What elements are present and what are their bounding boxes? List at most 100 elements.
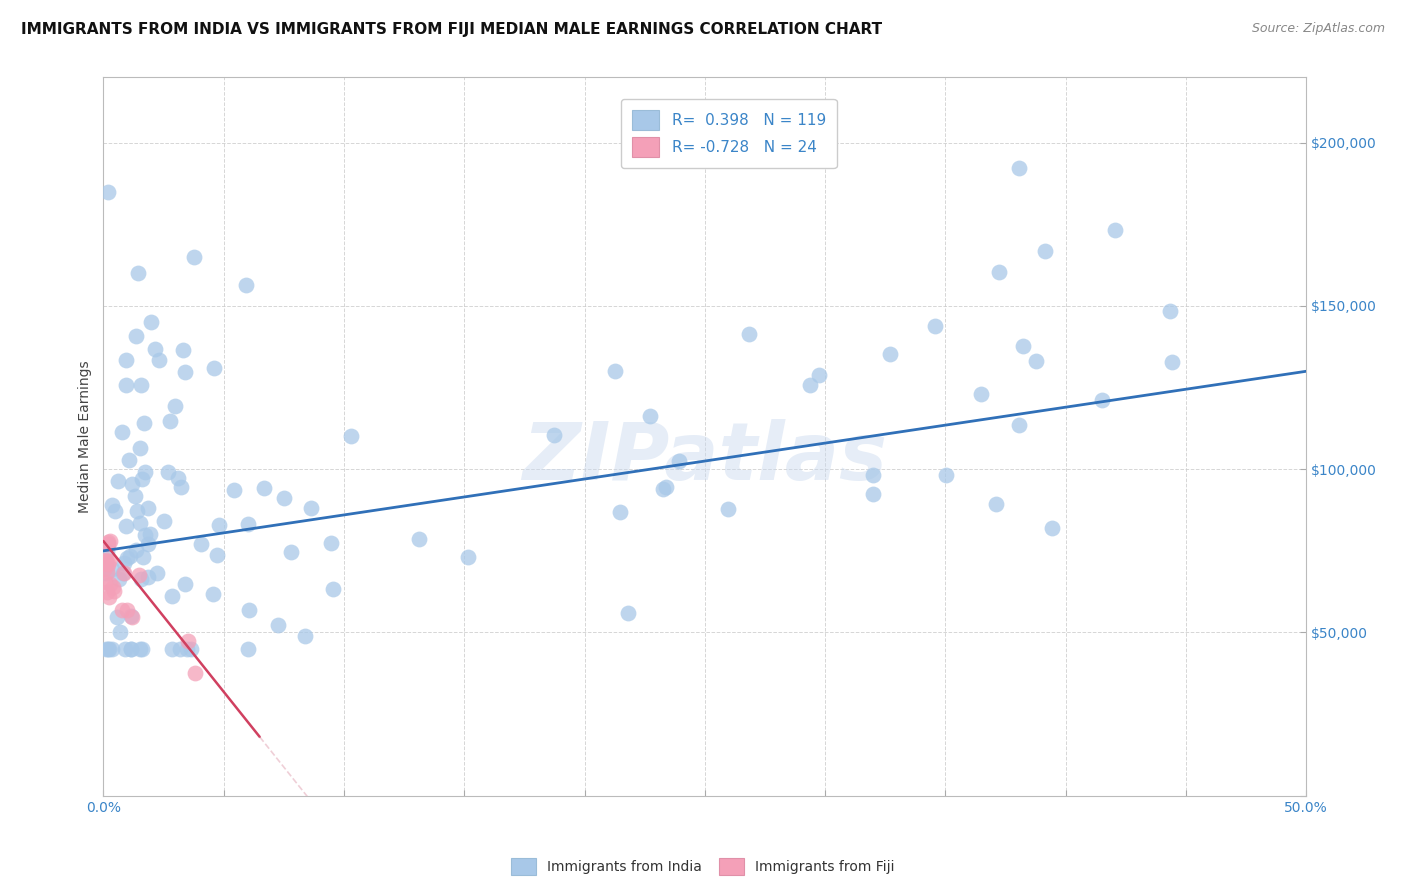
- Point: [879, 347, 901, 361]
- Point: [101, 641, 124, 656]
- Point: [128, 441, 150, 455]
- Point: [163, 399, 186, 413]
- Point: [131, 572, 153, 586]
- Point: [148, 353, 170, 368]
- Point: [862, 468, 884, 483]
- Point: [339, 428, 361, 442]
- Point: [96, 534, 118, 549]
- Point: [173, 576, 195, 591]
- Point: [129, 378, 152, 392]
- Point: [97, 557, 120, 571]
- Point: [183, 250, 205, 264]
- Point: [609, 505, 631, 519]
- Point: [201, 587, 224, 601]
- Point: [1161, 355, 1184, 369]
- Point: [97, 554, 120, 568]
- Point: [120, 641, 142, 656]
- Point: [93, 562, 115, 576]
- Point: [984, 497, 1007, 511]
- Point: [176, 641, 198, 656]
- Point: [114, 353, 136, 368]
- Point: [1025, 354, 1047, 368]
- Point: [96, 585, 118, 599]
- Point: [115, 378, 138, 392]
- Point: [1091, 392, 1114, 407]
- Point: [280, 544, 302, 558]
- Point: [97, 537, 120, 551]
- Point: [617, 607, 640, 621]
- Point: [236, 641, 259, 656]
- Point: [112, 566, 135, 581]
- Point: [118, 453, 141, 467]
- Point: [737, 327, 759, 342]
- Point: [638, 409, 661, 423]
- Point: [132, 416, 155, 430]
- Point: [136, 570, 159, 584]
- Point: [184, 665, 207, 680]
- Point: [862, 487, 884, 501]
- Point: [1042, 521, 1064, 535]
- Point: [121, 477, 143, 491]
- Legend: Immigrants from India, Immigrants from Fiji: Immigrants from India, Immigrants from F…: [506, 853, 900, 880]
- Point: [103, 584, 125, 599]
- Point: [93, 554, 115, 568]
- Point: [124, 543, 146, 558]
- Point: [603, 364, 626, 378]
- Point: [267, 617, 290, 632]
- Point: [98, 534, 121, 549]
- Point: [924, 319, 946, 334]
- Point: [408, 532, 430, 546]
- Point: [153, 515, 176, 529]
- Point: [111, 603, 134, 617]
- Point: [969, 386, 991, 401]
- Point: [202, 361, 225, 376]
- Text: Source: ZipAtlas.com: Source: ZipAtlas.com: [1251, 22, 1385, 36]
- Point: [118, 549, 141, 563]
- Point: [170, 480, 193, 494]
- Point: [134, 528, 156, 542]
- Point: [94, 566, 117, 580]
- Point: [98, 641, 121, 656]
- Point: [1011, 339, 1033, 353]
- Point: [101, 498, 124, 512]
- Point: [136, 537, 159, 551]
- Legend: R=  0.398   N = 119, R= -0.728   N = 24: R= 0.398 N = 119, R= -0.728 N = 24: [621, 99, 837, 168]
- Text: IMMIGRANTS FROM INDIA VS IMMIGRANTS FROM FIJI MEDIAN MALE EARNINGS CORRELATION C: IMMIGRANTS FROM INDIA VS IMMIGRANTS FROM…: [21, 22, 882, 37]
- Point: [111, 425, 134, 439]
- Point: [146, 566, 169, 580]
- Point: [159, 415, 181, 429]
- Point: [988, 265, 1011, 279]
- Point: [96, 560, 118, 574]
- Point: [253, 481, 276, 495]
- Point: [105, 609, 128, 624]
- Y-axis label: Median Male Earnings: Median Male Earnings: [79, 360, 93, 513]
- Point: [717, 502, 740, 516]
- Point: [96, 565, 118, 579]
- Point: [1033, 244, 1056, 259]
- Point: [180, 641, 202, 656]
- Point: [114, 519, 136, 533]
- Point: [668, 454, 690, 468]
- Point: [299, 500, 322, 515]
- Point: [108, 624, 131, 639]
- Point: [120, 608, 142, 623]
- Point: [94, 641, 117, 656]
- Point: [205, 549, 228, 563]
- Point: [101, 562, 124, 576]
- Point: [655, 480, 678, 494]
- Point: [115, 550, 138, 565]
- Point: [322, 582, 344, 597]
- Point: [101, 580, 124, 594]
- Point: [112, 557, 135, 571]
- Point: [207, 518, 229, 533]
- Point: [125, 329, 148, 343]
- Point: [236, 517, 259, 532]
- Point: [131, 472, 153, 486]
- Point: [543, 427, 565, 442]
- Point: [235, 277, 257, 292]
- Point: [162, 641, 184, 656]
- Point: [108, 572, 131, 586]
- Point: [125, 504, 148, 518]
- Point: [143, 342, 166, 356]
- Point: [96, 557, 118, 571]
